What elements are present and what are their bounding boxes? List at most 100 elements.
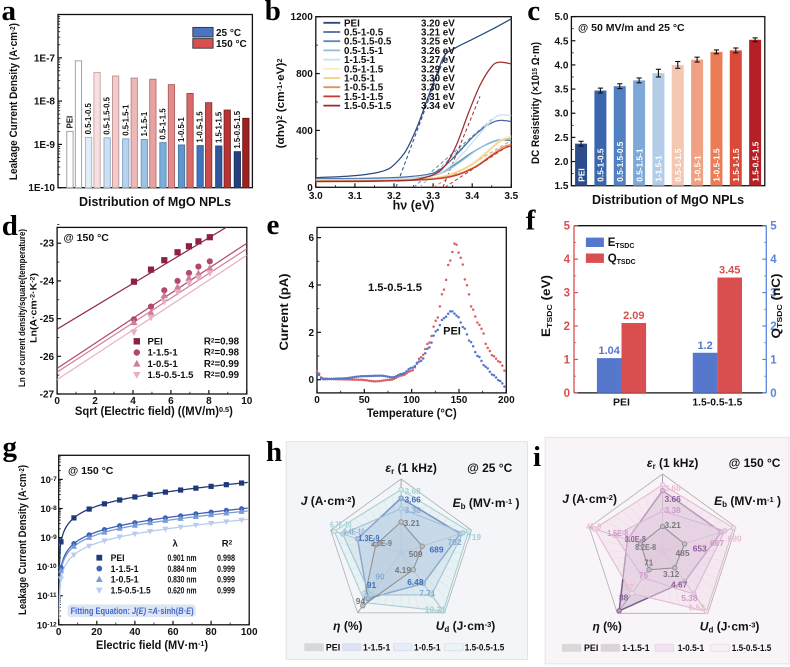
svg-text:1200: 1200 (291, 12, 314, 23)
svg-text:PEI: PEI (576, 168, 586, 181)
svg-text:93: 93 (362, 589, 372, 599)
svg-text:Current (pA): Current (pA) (279, 273, 291, 350)
svg-text:@ 150 °C: @ 150 °C (64, 232, 110, 244)
svg-text:1.3E-9: 1.3E-9 (359, 533, 380, 543)
svg-text:Distribution of MgO NPLs: Distribution of MgO NPLs (79, 195, 231, 209)
svg-text:R2=0.99: R2=0.99 (204, 359, 240, 370)
svg-text:10-12: 10-12 (37, 620, 57, 631)
svg-text:R2: R2 (222, 539, 233, 550)
svg-text:25 °C: 25 °C (216, 28, 241, 39)
svg-text:80: 80 (206, 627, 218, 638)
svg-text:Fitting Equation: J(E) =A·sinh: Fitting Equation: J(E) =A·sinh(B·E) (71, 606, 194, 616)
svg-text:η (%): η (%) (592, 619, 621, 633)
svg-text:3.5: 3.5 (554, 85, 568, 96)
svg-text:2: 2 (564, 321, 570, 333)
svg-text:5: 5 (564, 221, 571, 233)
svg-text:8.2E-8: 8.2E-8 (635, 542, 656, 552)
svg-text:3.0: 3.0 (554, 109, 568, 120)
svg-text:3.21: 3.21 (665, 520, 682, 530)
svg-text:a: a (2, 0, 17, 27)
svg-text:DC Resistivity (×1015 Ω·m): DC Resistivity (×1015 Ω·m) (530, 42, 542, 164)
svg-text:PEI: PEI (613, 397, 630, 409)
svg-text:1.5-0.5-1.5: 1.5-0.5-1.5 (465, 643, 505, 654)
svg-text:88: 88 (619, 593, 629, 603)
svg-text:0: 0 (314, 395, 320, 406)
svg-text:0.5-1-0.5: 0.5-1-0.5 (84, 103, 93, 135)
svg-text:0.5-1.5-1: 0.5-1.5-1 (634, 148, 644, 182)
svg-text:1.5E-8: 1.5E-8 (607, 528, 628, 538)
svg-text:Eb (MV·m-1 ): Eb (MV·m-1 ) (453, 496, 520, 511)
svg-text:0: 0 (770, 388, 776, 400)
svg-text:10.21: 10.21 (425, 605, 446, 615)
svg-text:1-1.5-1: 1-1.5-1 (140, 111, 149, 136)
svg-text:1-0.5-1: 1-0.5-1 (678, 643, 705, 654)
svg-text:i: i (533, 441, 541, 473)
svg-text:3.68: 3.68 (665, 483, 682, 493)
svg-text:PEI: PEI (584, 643, 598, 654)
svg-text:0.5-1.5-0.5: 0.5-1.5-0.5 (344, 37, 392, 48)
svg-text:4: 4 (770, 254, 777, 266)
svg-text:PEI: PEI (344, 18, 360, 29)
svg-text:1-0.5-1: 1-0.5-1 (692, 155, 702, 182)
svg-text:Ud (J·cm-3): Ud (J·cm-3) (436, 619, 496, 634)
svg-text:10-10: 10-10 (37, 562, 57, 573)
svg-text:0.999: 0.999 (217, 575, 235, 585)
svg-text:0.830 nm: 0.830 nm (168, 575, 197, 585)
svg-text:Eb (MV·m-1 ): Eb (MV·m-1 ) (714, 494, 781, 509)
svg-text:b: b (265, 0, 281, 27)
svg-text:3.21 eV: 3.21 eV (421, 28, 455, 39)
svg-text:90: 90 (375, 572, 385, 582)
svg-text:690: 690 (728, 533, 742, 543)
svg-text:4.0: 4.0 (554, 60, 568, 71)
svg-text:R2=0.99: R2=0.99 (204, 370, 240, 381)
svg-text:PEI: PEI (148, 337, 163, 348)
svg-text:60: 60 (167, 627, 179, 638)
svg-text:1.5-0.5-1.5: 1.5-0.5-1.5 (148, 370, 195, 381)
svg-text:h: h (266, 436, 282, 468)
svg-text:λ: λ (173, 539, 179, 550)
svg-text:1: 1 (564, 354, 571, 366)
svg-text:4.19: 4.19 (395, 565, 412, 575)
svg-text:4.5: 4.5 (554, 36, 568, 47)
svg-text:150 °C: 150 °C (216, 39, 247, 50)
svg-text:1-0.5-1: 1-0.5-1 (148, 359, 179, 370)
svg-text:10-11: 10-11 (37, 591, 57, 602)
svg-text:87: 87 (624, 582, 634, 592)
svg-text:667: 667 (710, 538, 724, 548)
svg-text:PEI: PEI (326, 643, 340, 654)
svg-text:1.04: 1.04 (598, 345, 620, 357)
svg-text:0.5-1.5-1: 0.5-1.5-1 (344, 46, 384, 57)
svg-text:71: 71 (644, 557, 654, 567)
svg-text:5.0: 5.0 (554, 12, 568, 23)
svg-text:0.999: 0.999 (217, 564, 235, 574)
svg-text:g: g (3, 431, 18, 463)
svg-text:εr (1 kHz): εr (1 kHz) (385, 461, 437, 476)
svg-text:1-1.5-1: 1-1.5-1 (654, 155, 664, 182)
svg-text:@ 150 °C: @ 150 °C (68, 465, 114, 477)
svg-text:1.5-0.5-1.5: 1.5-0.5-1.5 (233, 110, 242, 148)
svg-text:PEI: PEI (111, 553, 125, 564)
svg-text:653: 653 (693, 543, 707, 553)
svg-text:2: 2 (92, 396, 98, 407)
svg-text:3.4: 3.4 (465, 191, 479, 202)
svg-text:509: 509 (409, 549, 423, 559)
svg-text:10-8: 10-8 (40, 504, 57, 515)
svg-text:9.4E-10: 9.4E-10 (343, 527, 365, 537)
svg-text:1.5-0.5-1.5: 1.5-0.5-1.5 (344, 101, 392, 112)
svg-text:485: 485 (676, 548, 690, 558)
svg-text:50: 50 (359, 395, 371, 406)
svg-text:R2=0.98: R2=0.98 (204, 337, 240, 348)
svg-text:3.31 eV: 3.31 eV (421, 92, 455, 103)
svg-text:0: 0 (54, 396, 60, 407)
svg-text:400: 400 (296, 126, 313, 137)
svg-text:100: 100 (241, 627, 258, 638)
svg-text:3.21: 3.21 (404, 518, 421, 528)
svg-text:0.5-1.5-1: 0.5-1.5-1 (121, 104, 130, 136)
svg-text:0.884 nm: 0.884 nm (168, 564, 197, 574)
svg-text:Leakage Current Density (A·cm-: Leakage Current Density (A·cm-2) (8, 23, 20, 180)
svg-text:3.12: 3.12 (663, 569, 680, 579)
svg-text:Electric field (MV·m-1): Electric field (MV·m-1) (96, 639, 208, 652)
svg-text:-23: -23 (40, 239, 55, 250)
svg-text:8: 8 (206, 396, 212, 407)
svg-text:689: 689 (430, 545, 444, 555)
